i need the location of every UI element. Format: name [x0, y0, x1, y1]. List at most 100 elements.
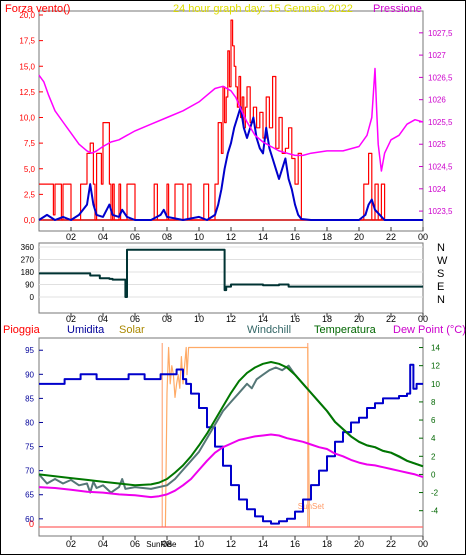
temp-ytick-label: 10	[431, 380, 440, 389]
direction-xtick-label: 04	[98, 314, 108, 324]
humidity-ytick-label: 70	[25, 467, 34, 476]
wind-xtick-label: 02	[66, 232, 76, 242]
temp-xtick-label: 18	[322, 539, 332, 549]
temperature-humidity-panel: Pioggia Umidita Solar Windchill Temperat…	[3, 324, 466, 549]
wind-ytick-label: 12,5	[19, 88, 35, 97]
sunrise-label: SunRise	[146, 540, 177, 549]
direction-xtick-label: 00	[418, 314, 428, 324]
humidity-ytick-label: 95	[25, 346, 34, 355]
compass-label: E	[437, 281, 444, 293]
wind-xtick-label: 06	[130, 232, 140, 242]
temp-ytick-label: 12	[431, 362, 440, 371]
wind-xtick-label: 16	[290, 232, 300, 242]
temp-ytick-label: 6	[431, 416, 436, 425]
temp-ytick-label: 8	[431, 398, 436, 407]
wind-ytick-label: 10,0	[19, 114, 35, 123]
wind-ytick-label: 5,0	[24, 165, 36, 174]
temp-xtick-label: 00	[418, 539, 428, 549]
label-umidita: Umidita	[67, 324, 105, 336]
temperature-line	[38, 361, 424, 487]
wind-xtick-label: 08	[162, 232, 172, 242]
direction-xtick-label: 16	[290, 314, 300, 324]
compass-label: W	[437, 255, 448, 267]
direction-plot-border	[38, 242, 424, 314]
rain-zero-label: 0	[29, 519, 34, 529]
direction-xtick-label: 08	[162, 314, 172, 324]
wind-speed-label: Forza vento()	[5, 3, 70, 15]
sunset-label: SunSet	[298, 502, 325, 511]
direction-ytick-label: 180	[21, 268, 35, 277]
direction-ytick-label: 0	[30, 293, 35, 302]
wind-gust-line	[39, 19, 423, 221]
direction-xtick-label: 02	[66, 314, 76, 324]
temp-xtick-label: 06	[130, 539, 140, 549]
direction-ytick-label: 90	[25, 281, 34, 290]
temp-ytick-label: 0	[431, 470, 436, 479]
pressure-ytick-label: 1024	[428, 185, 446, 194]
dew-point-line	[38, 433, 424, 499]
pressure-ytick-label: 1027	[428, 51, 446, 60]
temp-xtick-label: 16	[290, 539, 300, 549]
pressure-ytick-label: 1025	[428, 140, 446, 149]
chart-title: 24 hour graph day: 15 Gennaio 2022	[173, 3, 353, 15]
temp-xtick-label: 14	[258, 539, 268, 549]
wind-ytick-label: 17,5	[19, 37, 35, 46]
direction-xtick-label: 10	[194, 314, 204, 324]
humidity-ytick-label: 90	[25, 370, 34, 379]
direction-ytick-label: 360	[21, 243, 35, 252]
label-temperatura: Temperatura	[314, 324, 377, 336]
temp-ytick-label: 14	[431, 344, 440, 353]
compass-label: N	[437, 242, 445, 254]
wind-direction-line	[39, 248, 423, 298]
wind-ytick-label: 15,0	[19, 62, 35, 71]
pressure-line	[38, 67, 424, 172]
temp-xtick-label: 04	[98, 539, 108, 549]
pressure-ytick-label: 1023,5	[428, 207, 453, 216]
wind-xtick-label: 04	[98, 232, 108, 242]
temp-ytick-label: -2	[431, 489, 439, 498]
pressure-ytick-label: 1026	[428, 96, 446, 105]
wind-xtick-label: 14	[258, 232, 268, 242]
direction-xtick-label: 12	[226, 314, 236, 324]
humidity-ytick-label: 80	[25, 418, 34, 427]
solar-line	[164, 346, 310, 528]
humidity-ytick-label: 75	[25, 443, 34, 452]
wind-xtick-label: 22	[386, 232, 396, 242]
temp-xtick-label: 22	[386, 539, 396, 549]
pressure-label: Pressione	[373, 3, 422, 15]
temp-xtick-label: 02	[66, 539, 76, 549]
temp-plot-border	[38, 337, 424, 537]
label-pioggia: Pioggia	[3, 324, 41, 336]
direction-xtick-label: 18	[322, 314, 332, 324]
direction-xtick-label: 22	[386, 314, 396, 324]
label-dew-point: Dew Point (°C)	[393, 324, 466, 336]
temp-xtick-label: 12	[226, 539, 236, 549]
wind-ytick-label: 0,0	[24, 216, 36, 225]
humidity-ytick-label: 65	[25, 491, 34, 500]
wind-ytick-label: 20,0	[19, 11, 35, 20]
temp-xtick-label: 10	[194, 539, 204, 549]
humidity-ytick-label: 85	[25, 394, 34, 403]
pressure-ytick-label: 1025,5	[428, 118, 453, 127]
temp-ytick-label: 4	[431, 434, 436, 443]
wind-xtick-label: 10	[194, 232, 204, 242]
wind-ytick-label: 2,5	[24, 190, 36, 199]
pressure-ytick-label: 1026,5	[428, 73, 453, 82]
compass-label: N	[437, 294, 445, 306]
direction-xtick-label: 14	[258, 314, 268, 324]
pressure-ytick-label: 1024,5	[428, 163, 453, 172]
temp-ytick-label: -4	[431, 507, 439, 516]
direction-ytick-label: 270	[21, 256, 35, 265]
direction-xtick-label: 06	[130, 314, 140, 324]
label-solar: Solar	[119, 324, 145, 336]
label-windchill: Windchill	[247, 324, 291, 336]
humidity-ytick-label: 60	[25, 515, 34, 524]
humidity-line	[39, 363, 423, 525]
compass-label: S	[437, 268, 444, 280]
wind-pressure-panel: Forza vento() 24 hour graph day: 15 Genn…	[5, 3, 453, 242]
pressure-ytick-label: 1027,5	[428, 29, 453, 38]
wind-xtick-label: 12	[226, 232, 236, 242]
